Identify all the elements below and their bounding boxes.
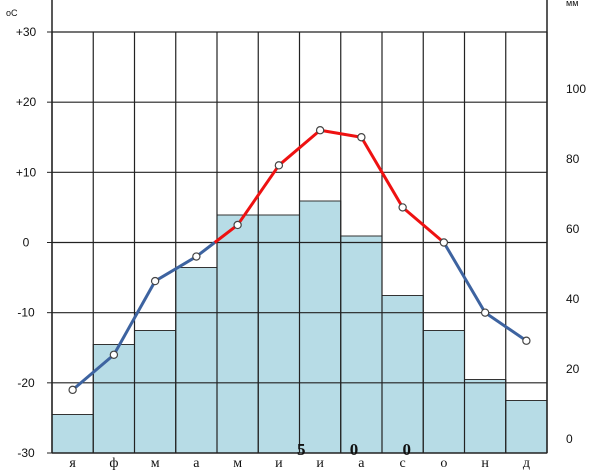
month-label: м [233,456,242,471]
temperature-point [233,220,242,230]
precipitation-tick-label: 0 [566,432,573,446]
precipitation-bars [51,200,548,454]
precipitation-bar [175,267,218,454]
precipitation-bar [464,379,507,454]
precipitation-axis: мм 100 80 60 40 20 0 [566,0,586,446]
temperature-segment [71,353,115,391]
chart-grid [51,0,548,454]
precipitation-bar [340,235,383,454]
month-label: а [358,456,365,471]
temperature-tick-label: 0 [23,236,30,250]
temperature-tick-label: -30 [17,446,35,460]
temperature-point [315,126,325,135]
temperature-segment [401,206,445,244]
temperature-segment [319,128,362,139]
precipitation-bar [257,214,300,454]
precipitation-bar [422,330,465,454]
temperature-point [522,336,531,345]
temperature-segment [112,280,157,356]
precipitation-bar [92,344,135,454]
temperature-segment [154,255,198,283]
annual-precipitation-label: 5 0 0 [297,440,431,459]
precipitation-bar [134,330,177,454]
precipitation-bar [51,414,94,454]
precipitation-bar [381,295,424,454]
temperature-curve [68,126,531,395]
temperature-point [192,252,201,261]
temperature-tick-label: +30 [16,25,37,39]
temperature-point [150,276,160,286]
temperature-segment [484,311,528,342]
temperature-segment [277,129,322,167]
temperature-point [480,308,490,317]
precipitation-tick-label: 80 [566,152,580,166]
precipitation-bar [299,200,342,454]
precipitation-bar [505,400,548,454]
precipitation-tick-label: 60 [566,222,580,236]
month-label: ф [109,456,118,471]
temperature-point [357,133,366,142]
temperature-tick-label: -10 [17,306,35,320]
precipitation-bar [216,214,259,454]
month-label: д [523,456,530,471]
temperature-tick-label: -20 [17,376,35,390]
temperature-point [274,161,284,170]
temperature-tick-label: +10 [16,165,37,179]
temperature-point [439,238,449,247]
precipitation-unit-label: мм [566,0,578,8]
temperature-segment [236,164,281,226]
month-label: и [275,456,283,471]
temperature-point [68,385,77,395]
temperature-segment [213,223,239,244]
temperature-unit-label: оС [6,8,18,18]
temperature-segment [442,241,487,314]
month-label: а [193,456,200,471]
month-label: м [151,456,160,471]
precipitation-tick-label: 40 [566,292,580,306]
temperature-point [398,203,407,212]
month-label: о [440,456,447,471]
precipitation-tick-label: 20 [566,362,580,376]
month-label: н [481,456,489,471]
month-label: я [69,456,76,471]
temperature-tick-label: +20 [16,95,37,109]
temperature-point [109,350,119,359]
month-label: и [316,456,324,471]
month-label: с [400,456,406,471]
precipitation-tick-label: 100 [566,82,586,96]
temperature-axis: оС +30 +20 +10 0 -10 -20 -30 [6,8,52,460]
temperature-segment [360,136,404,209]
